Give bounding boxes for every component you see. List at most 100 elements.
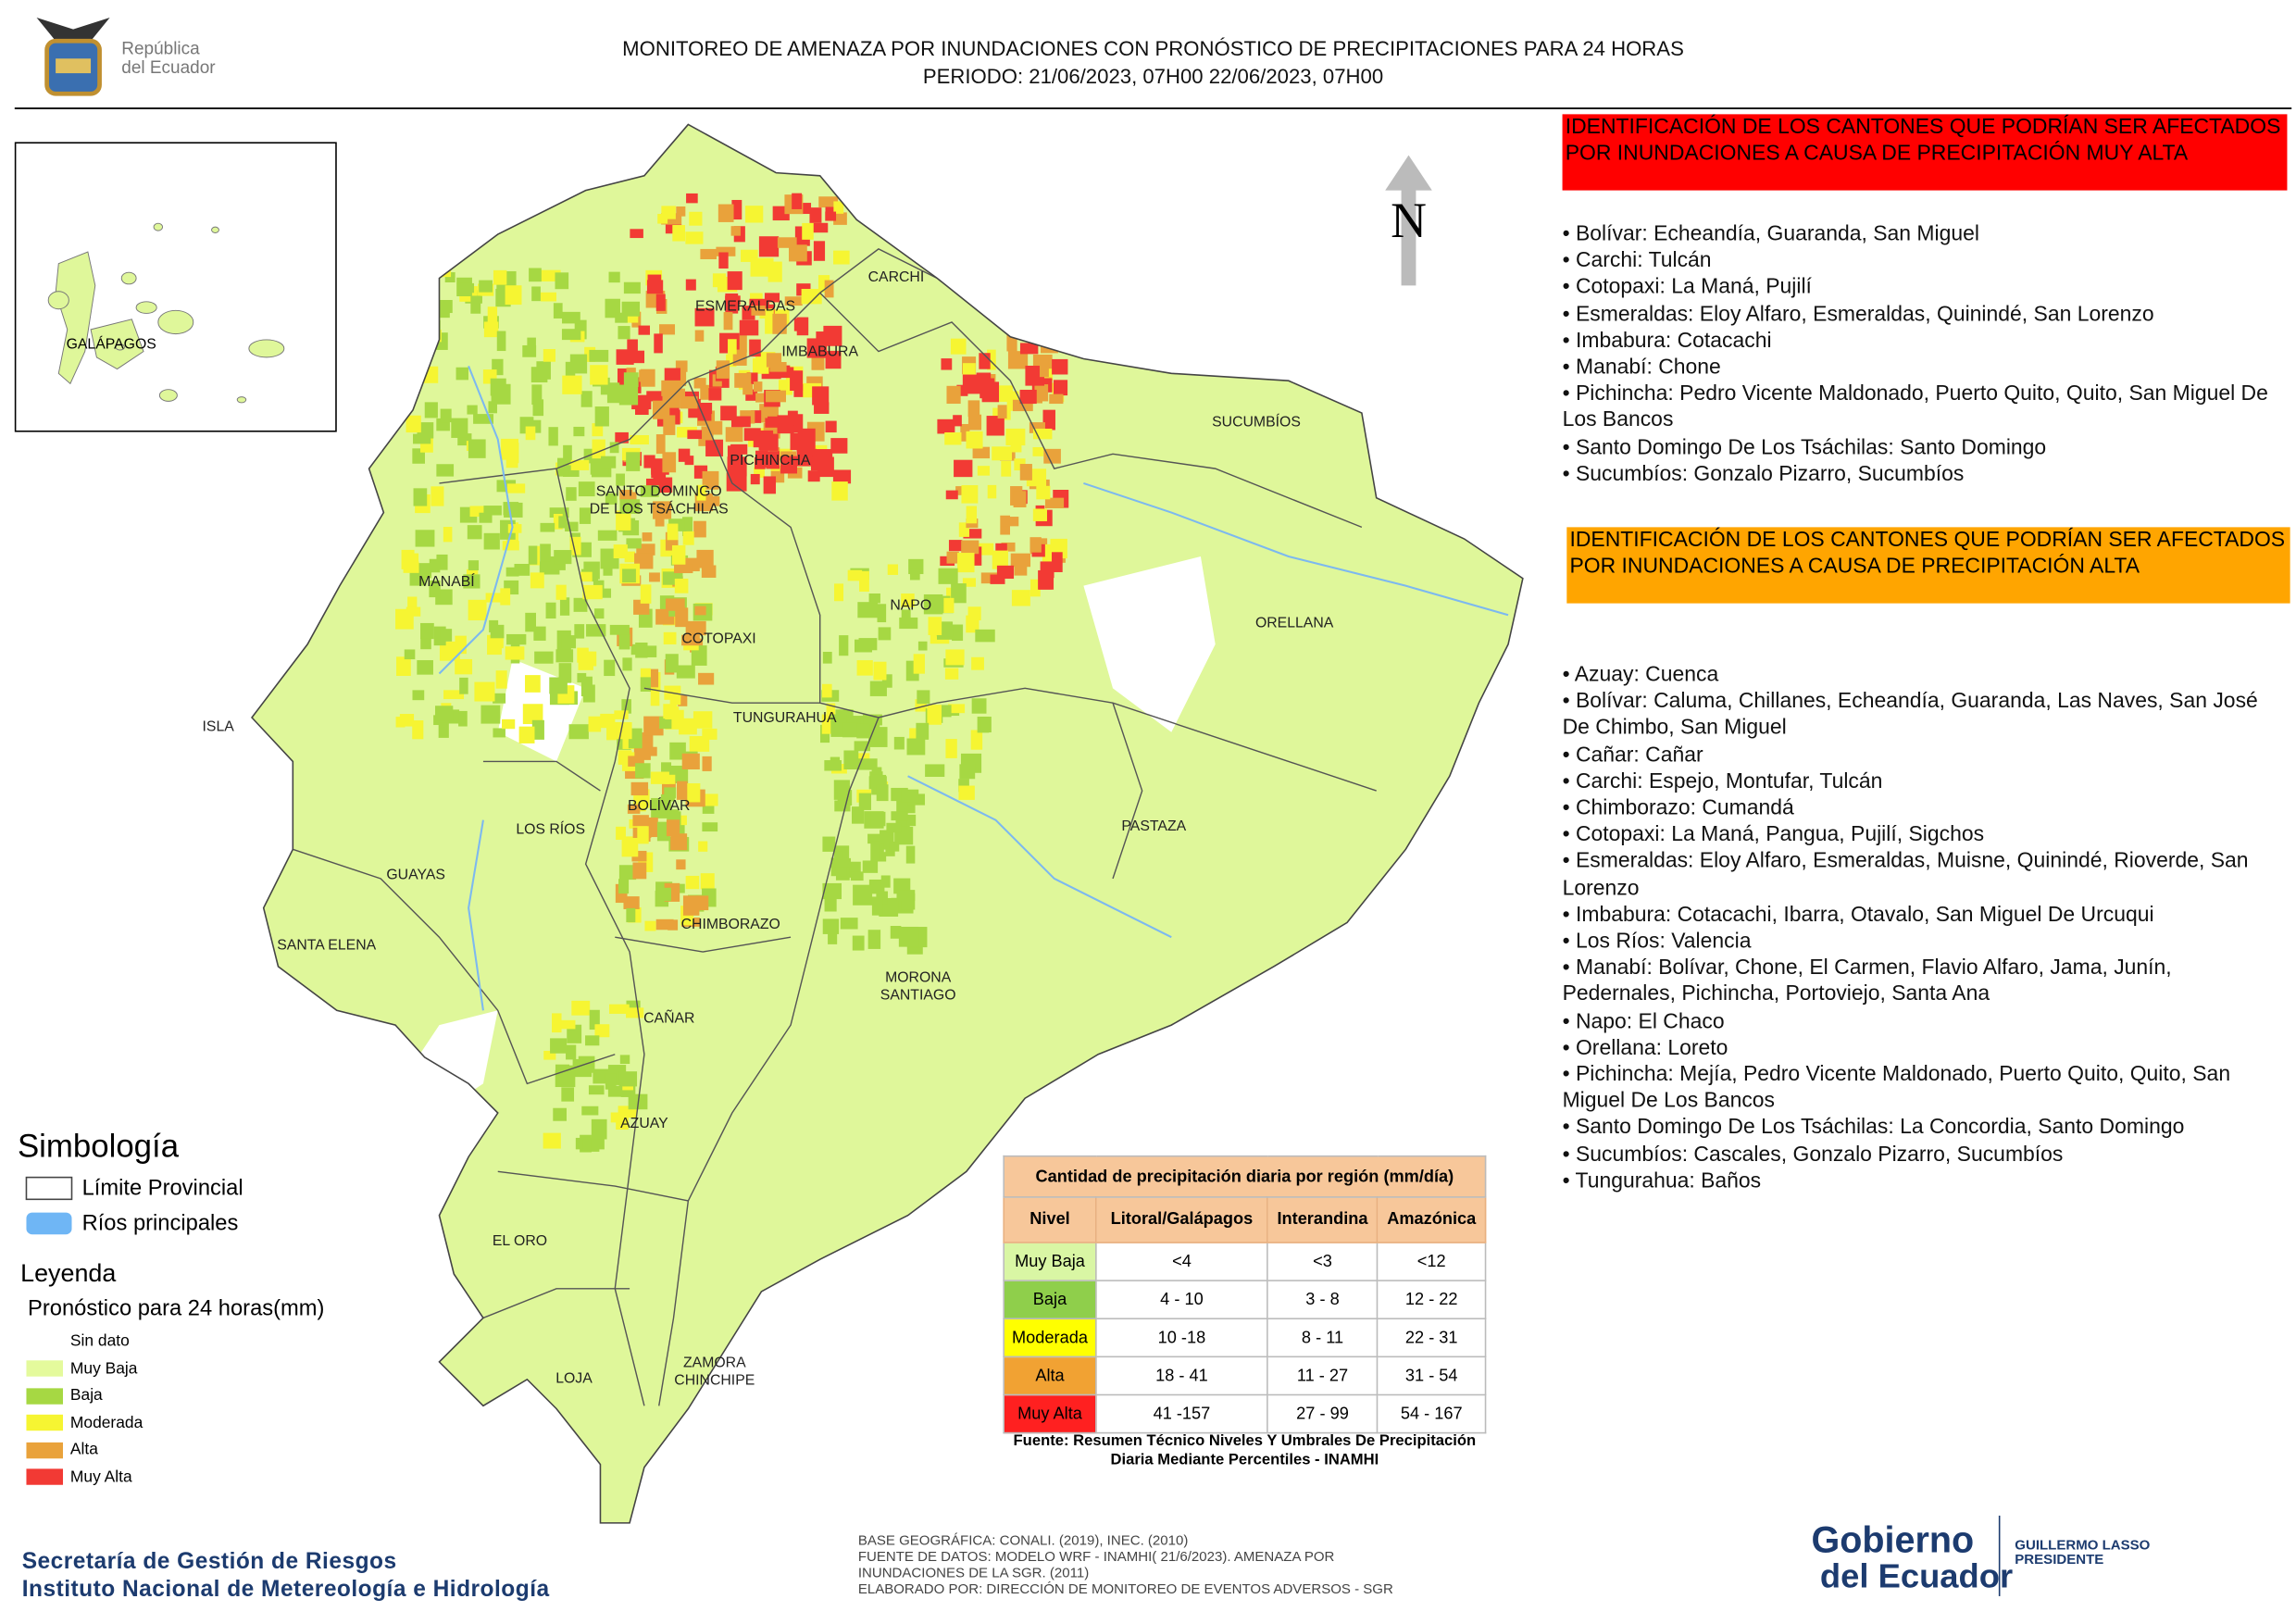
precip-cell [640, 369, 655, 387]
precip-cell [946, 551, 959, 564]
precip-cell [945, 490, 958, 500]
legend-subtitle: Pronóstico para 24 horas(mm) [28, 1295, 325, 1321]
table-cell: 4 - 10 [1095, 1280, 1268, 1320]
precip-cell [669, 742, 686, 760]
precip-cell [407, 596, 418, 609]
precip-cell [506, 633, 527, 645]
precip-cell [672, 225, 686, 242]
precip-cell [606, 722, 617, 741]
table-source: Fuente: Resumen Técnico Niveles Y Umbral… [1013, 1431, 1477, 1469]
precip-cell [505, 457, 518, 468]
table-cell: 22 - 31 [1377, 1318, 1487, 1358]
precip-cell [665, 598, 685, 611]
precip-cell [589, 1009, 600, 1031]
precip-cell [890, 926, 902, 939]
precip-cell [830, 857, 852, 868]
precip-cell [856, 723, 870, 739]
precip-cell [444, 272, 455, 282]
precip-cell [694, 307, 715, 327]
precip-cell [581, 1106, 599, 1116]
precip-cell [751, 410, 762, 423]
precip-cell [534, 651, 554, 664]
precip-cell [404, 649, 416, 660]
precip-cell [831, 481, 848, 501]
precip-cell [570, 459, 590, 470]
precip-cell [618, 633, 630, 650]
precip-cell [828, 932, 838, 944]
period: PERIODO: 21/06/2023, 07H00 22/06/2023, 0… [922, 64, 1384, 88]
legend-label: Alta [69, 1441, 98, 1459]
precip-cell [638, 325, 651, 335]
precip-cell [417, 335, 429, 356]
precip-cell [676, 859, 686, 870]
precip-cell [799, 203, 812, 215]
precip-cell [743, 428, 761, 442]
precip-cell [635, 643, 648, 658]
precip-cell [525, 426, 536, 441]
precip-cell [506, 483, 526, 493]
precip-cell [563, 444, 572, 463]
precip-cell [578, 481, 595, 497]
precip-cell [531, 384, 543, 406]
table-cell: 18 - 41 [1095, 1355, 1268, 1396]
precip-cell [856, 660, 873, 676]
canton-item: • Cañar: Cañar [1562, 743, 1703, 768]
precip-cell [825, 211, 837, 221]
precip-cell [772, 313, 787, 334]
canton-item: • Santo Domingo De Los Tsáchilas: La Con… [1562, 1116, 2185, 1141]
north-label: N [1391, 193, 1427, 248]
precip-cell [802, 222, 814, 240]
symbology-swatches [25, 1176, 73, 1235]
table-cell: 8 - 11 [1267, 1318, 1379, 1358]
precip-cell [822, 651, 832, 664]
precip-cell [618, 326, 630, 340]
precip-cell [488, 401, 497, 414]
precip-cell [832, 469, 852, 484]
legend-swatch [26, 1333, 64, 1350]
precip-cell [986, 416, 1004, 436]
crest [36, 17, 110, 96]
precip-cell [946, 385, 961, 405]
precip-cell [822, 918, 840, 934]
precip-cell [1000, 517, 1019, 527]
precip-cell [435, 332, 448, 350]
precip-cell [821, 714, 831, 734]
precip-cell [616, 473, 625, 486]
precip-cell [647, 274, 662, 293]
canton-item: • Azuay: Cuenca [1562, 663, 1719, 687]
province-label: PASTAZA [1121, 818, 1187, 835]
precip-cell [469, 506, 490, 518]
precip-cell [696, 484, 706, 501]
precip-cell [679, 721, 697, 735]
precip-cell [826, 703, 836, 722]
logo-line: República [121, 38, 200, 59]
table-cell: 11 - 27 [1267, 1355, 1379, 1396]
precip-cell [970, 730, 983, 750]
precip-cell [824, 280, 834, 298]
precip-cell [979, 543, 994, 556]
precip-cell [697, 406, 712, 421]
precip-cell [1019, 343, 1039, 355]
province-label: CAÑAR [643, 1010, 695, 1028]
precip-cell [559, 597, 570, 616]
precip-cell [948, 540, 963, 552]
table-cell: 41 -157 [1095, 1393, 1268, 1434]
province-label: MANABÍ [418, 574, 475, 591]
precip-cell [626, 907, 636, 923]
precip-cell [765, 390, 786, 403]
precip-cell [615, 431, 629, 443]
precip-cell [812, 386, 830, 406]
credits: BASE GEOGRÁFICA: CONALI. (2019), INEC. (… [858, 1533, 1415, 1598]
canton-item: • Cotopaxi: La Maná, Pujilí [1562, 275, 1812, 300]
precip-cell [540, 543, 551, 562]
precip-cell [496, 331, 506, 352]
precip-cell [945, 649, 965, 666]
canton-item: • Esmeraldas: Eloy Alfaro, Esmeraldas, M… [1562, 849, 2249, 901]
precip-cell [1052, 358, 1068, 375]
precip-cell [725, 427, 743, 443]
canton-item: • Carchi: Espejo, Montufar, Tulcán [1562, 769, 1883, 793]
precip-cell [689, 211, 703, 226]
province-label: SUCUMBÍOS [1212, 414, 1301, 431]
precip-cell [429, 558, 441, 573]
precip-cell [656, 414, 668, 427]
